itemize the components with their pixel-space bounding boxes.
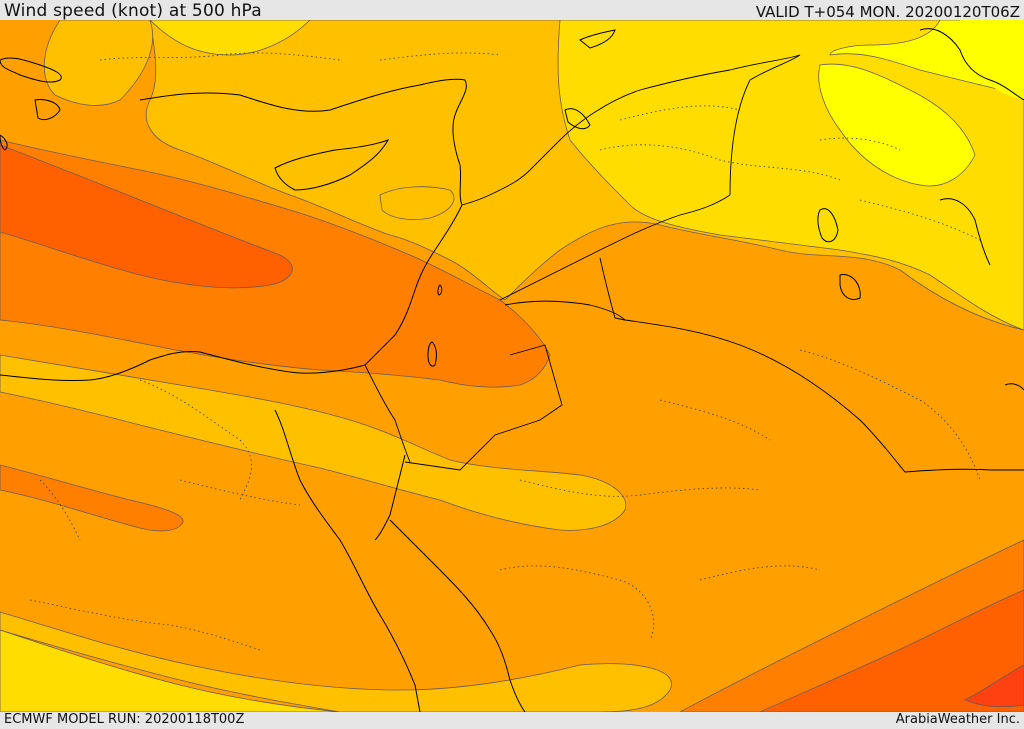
- band-high-se: [759, 589, 1024, 712]
- credit: ArabiaWeather Inc.: [895, 712, 1020, 727]
- band-mid-low-bottom: [0, 611, 672, 712]
- header-bar: Wind speed (knot) at 500 hPa VALID T+054…: [0, 0, 1024, 22]
- footer-bar: ECMWF MODEL RUN: 20200118T00Z ArabiaWeat…: [0, 712, 1024, 729]
- band-low-top-left-2: [43, 20, 154, 106]
- band-mid-low-south: [0, 354, 627, 531]
- wind-speed-map[interactable]: [0, 20, 1024, 712]
- map-canvas: [0, 20, 1024, 712]
- map-title: Wind speed (knot) at 500 hPa: [4, 1, 262, 21]
- model-run: ECMWF MODEL RUN: 20200118T00Z: [4, 712, 245, 727]
- band-mid-high-sw: [0, 464, 184, 532]
- coastlines: [0, 28, 1024, 712]
- band-highest-se: [964, 664, 1024, 708]
- admin-lines: [29, 52, 981, 651]
- valid-time: VALID T+054 MON. 20200120T06Z: [755, 3, 1020, 21]
- band-lowest-ne-2: [960, 20, 1024, 100]
- band-low-top-left: [149, 20, 311, 56]
- band-high-core: [0, 144, 293, 289]
- band-low-bottom-left: [0, 629, 341, 712]
- borders: [364, 54, 1024, 473]
- band-mid-low-patch: [379, 186, 455, 220]
